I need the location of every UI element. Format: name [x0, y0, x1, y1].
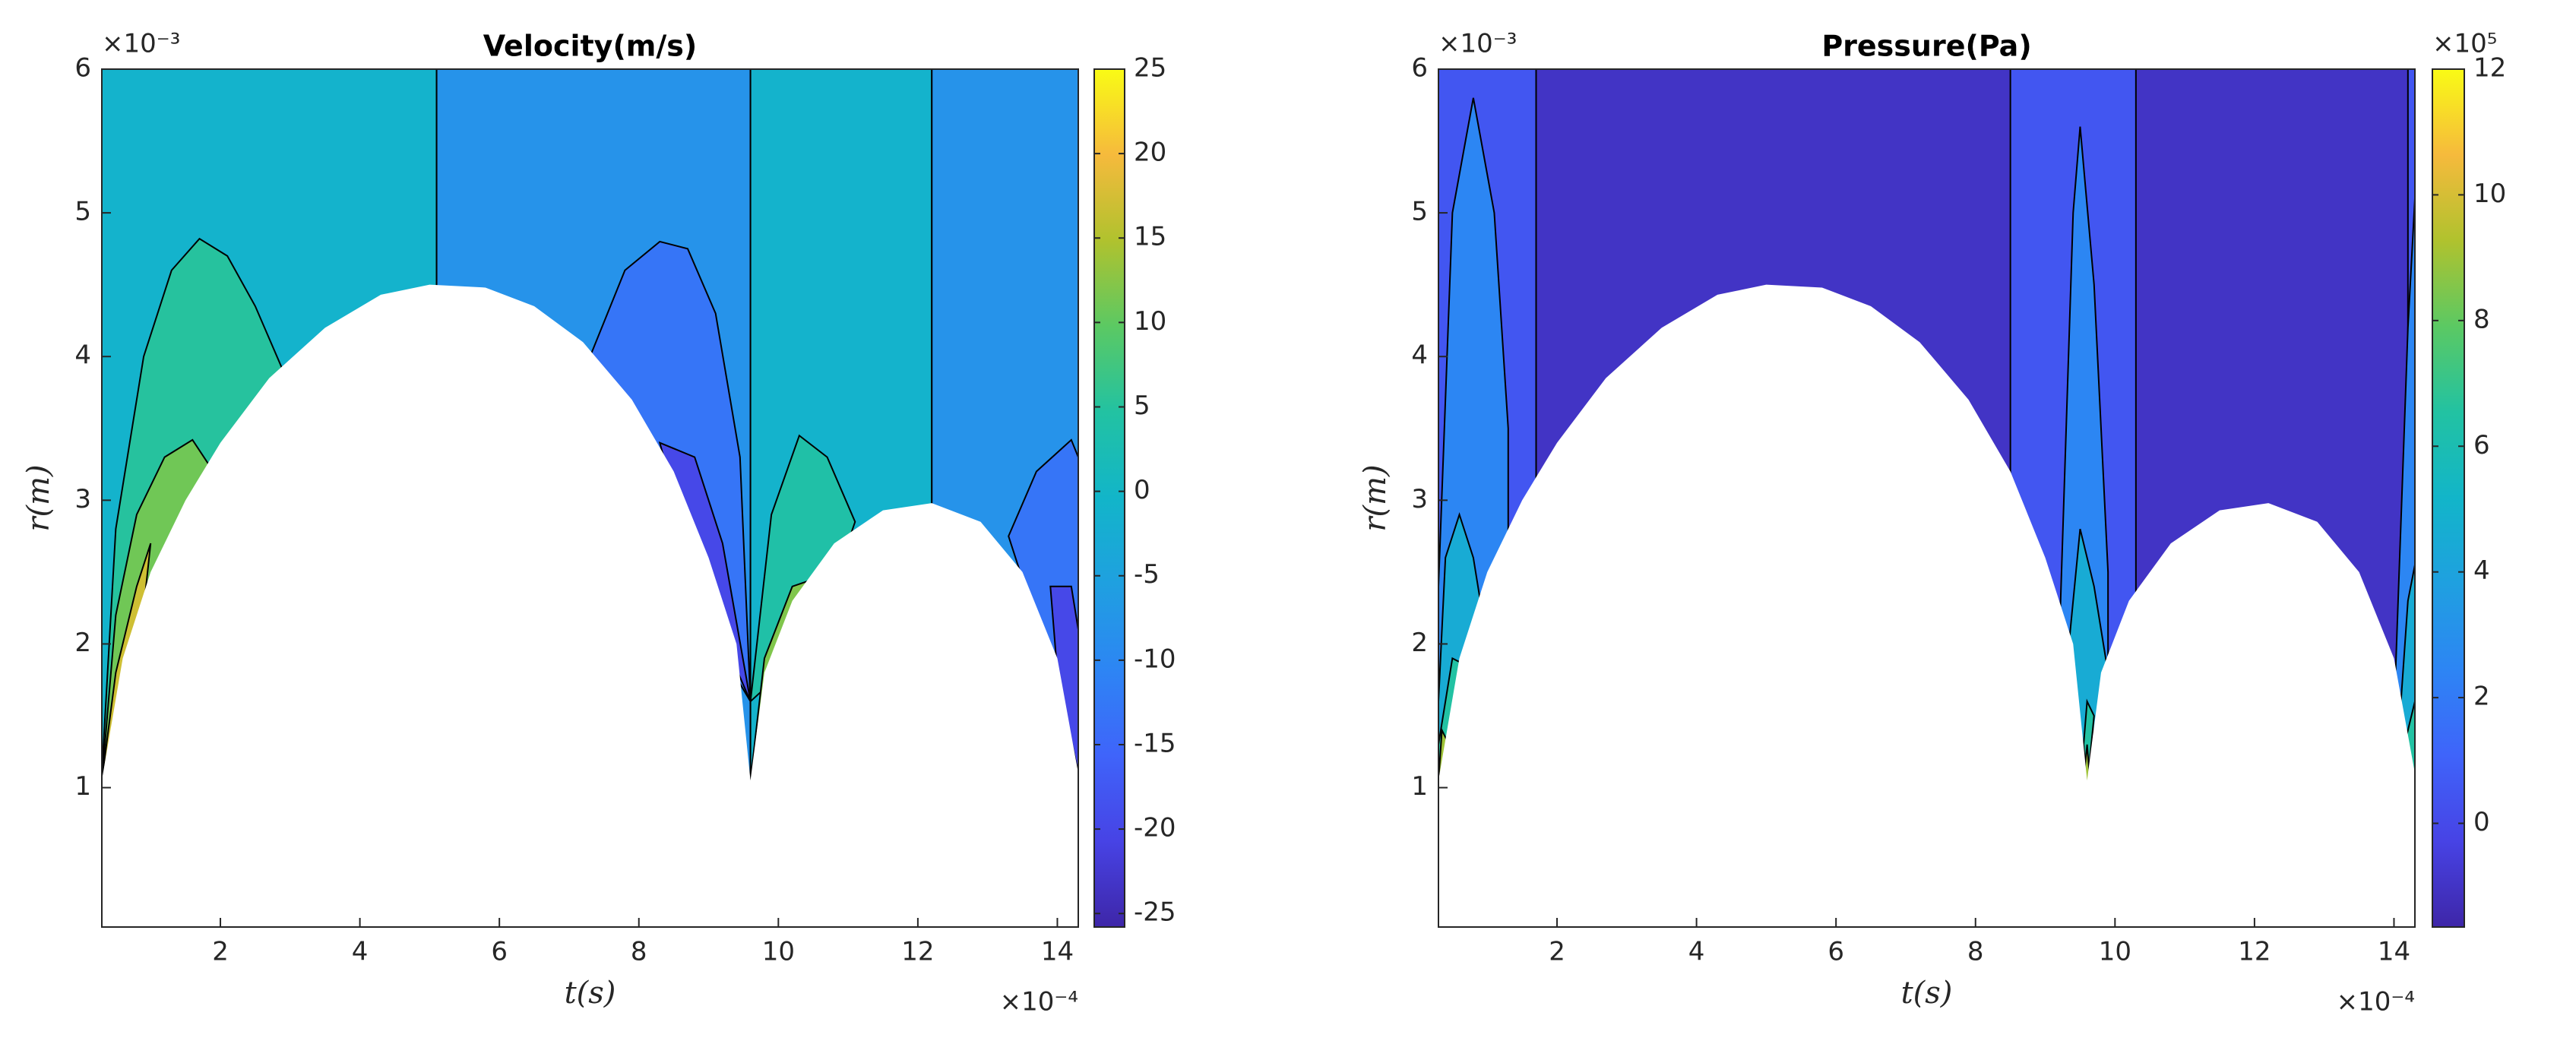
- x-tick-label: 6: [491, 937, 508, 967]
- y-tick-label: 2: [1411, 628, 1428, 658]
- x-tick-label: 2: [212, 937, 229, 967]
- colorbar-tick-label: 12: [2473, 53, 2506, 84]
- colorbar-tick-label: 15: [1134, 222, 1166, 252]
- colorbar-tick-label: 20: [1134, 138, 1166, 168]
- chart-title: Pressure(Pa): [1821, 30, 2031, 63]
- y-tick-label: 6: [1411, 53, 1428, 84]
- axes-box: [101, 68, 1079, 928]
- x-tick-label: 8: [631, 937, 647, 967]
- x-exponent: ×10⁻⁴: [2337, 987, 2415, 1017]
- x-tick-label: 14: [2378, 937, 2410, 967]
- colorbar-tick-label: -15: [1134, 728, 1176, 758]
- y-tick-label: 3: [1411, 484, 1428, 514]
- colorbar-tick-label: -20: [1134, 813, 1176, 843]
- y-tick-label: 4: [74, 340, 91, 371]
- colorbar-tick-label: 25: [1134, 53, 1166, 84]
- bubble: [102, 284, 1078, 927]
- y-exponent: ×10⁻³: [102, 29, 180, 59]
- x-tick-label: 12: [901, 937, 934, 967]
- x-axis-label: t(s): [1901, 976, 1953, 1011]
- y-tick-label: 1: [74, 771, 91, 802]
- x-exponent: ×10⁻⁴: [1000, 987, 1078, 1017]
- colorbar-tick-label: 6: [2473, 430, 2490, 460]
- colorbar-tick-label: 0: [2473, 807, 2490, 837]
- y-tick-label: 3: [74, 484, 91, 514]
- x-tick-label: 6: [1828, 937, 1844, 967]
- colorbar-tick-label: -25: [1134, 897, 1176, 928]
- colorbar-tick-label: -5: [1134, 559, 1160, 590]
- colorbar-tick-label: -10: [1134, 644, 1176, 674]
- x-tick-label: 10: [762, 937, 795, 967]
- x-axis-label: t(s): [565, 976, 616, 1011]
- plot-area: [102, 69, 1078, 927]
- chart-title: Velocity(m/s): [483, 30, 698, 63]
- x-tick-label: 4: [352, 937, 369, 967]
- x-tick-label: 10: [2099, 937, 2131, 967]
- colorbar-tick-label: 8: [2473, 304, 2490, 334]
- colorbar-tick-label: 0: [1134, 475, 1150, 505]
- plot: 2 4 6 8 10 12 14123456Velocity(m/s)t(s)r(m)×10…: [21, 29, 1176, 1017]
- x-tick-label: 4: [1688, 937, 1705, 967]
- colorbar-tick-label: 10: [2473, 179, 2506, 209]
- x-tick-label: 14: [1041, 937, 1074, 967]
- x-tick-label: 2: [1549, 937, 1565, 967]
- y-tick-label: 1: [1411, 771, 1428, 802]
- colorbar: [2432, 68, 2465, 928]
- x-tick-label: 12: [2238, 937, 2271, 967]
- colorbar-tick-label: 10: [1134, 306, 1166, 337]
- bubble: [1438, 284, 2415, 927]
- axes-box: [1438, 68, 2416, 928]
- x-tick-label: 8: [1967, 937, 1984, 967]
- y-tick-label: 6: [74, 53, 91, 84]
- colorbar-tick-label: 4: [2473, 555, 2490, 586]
- y-tick-label: 5: [1411, 197, 1428, 227]
- y-tick-label: 4: [1411, 340, 1428, 371]
- y-axis-label: r(m): [21, 464, 56, 531]
- colorbar: [1093, 68, 1125, 928]
- colorbar-exponent: ×10⁵: [2432, 29, 2497, 59]
- y-exponent: ×10⁻³: [1438, 29, 1517, 59]
- y-tick-label: 2: [74, 628, 91, 658]
- plot-area: [1438, 69, 2415, 927]
- y-axis-label: r(m): [1358, 464, 1393, 531]
- plot: 2 4 6 8 10 12 14123456Pressure(Pa)t(s)r(m)×10⁻…: [1358, 29, 2506, 1017]
- y-tick-label: 5: [74, 197, 91, 227]
- colorbar-tick-label: 2: [2473, 682, 2490, 712]
- colorbar-tick-label: 5: [1134, 391, 1150, 421]
